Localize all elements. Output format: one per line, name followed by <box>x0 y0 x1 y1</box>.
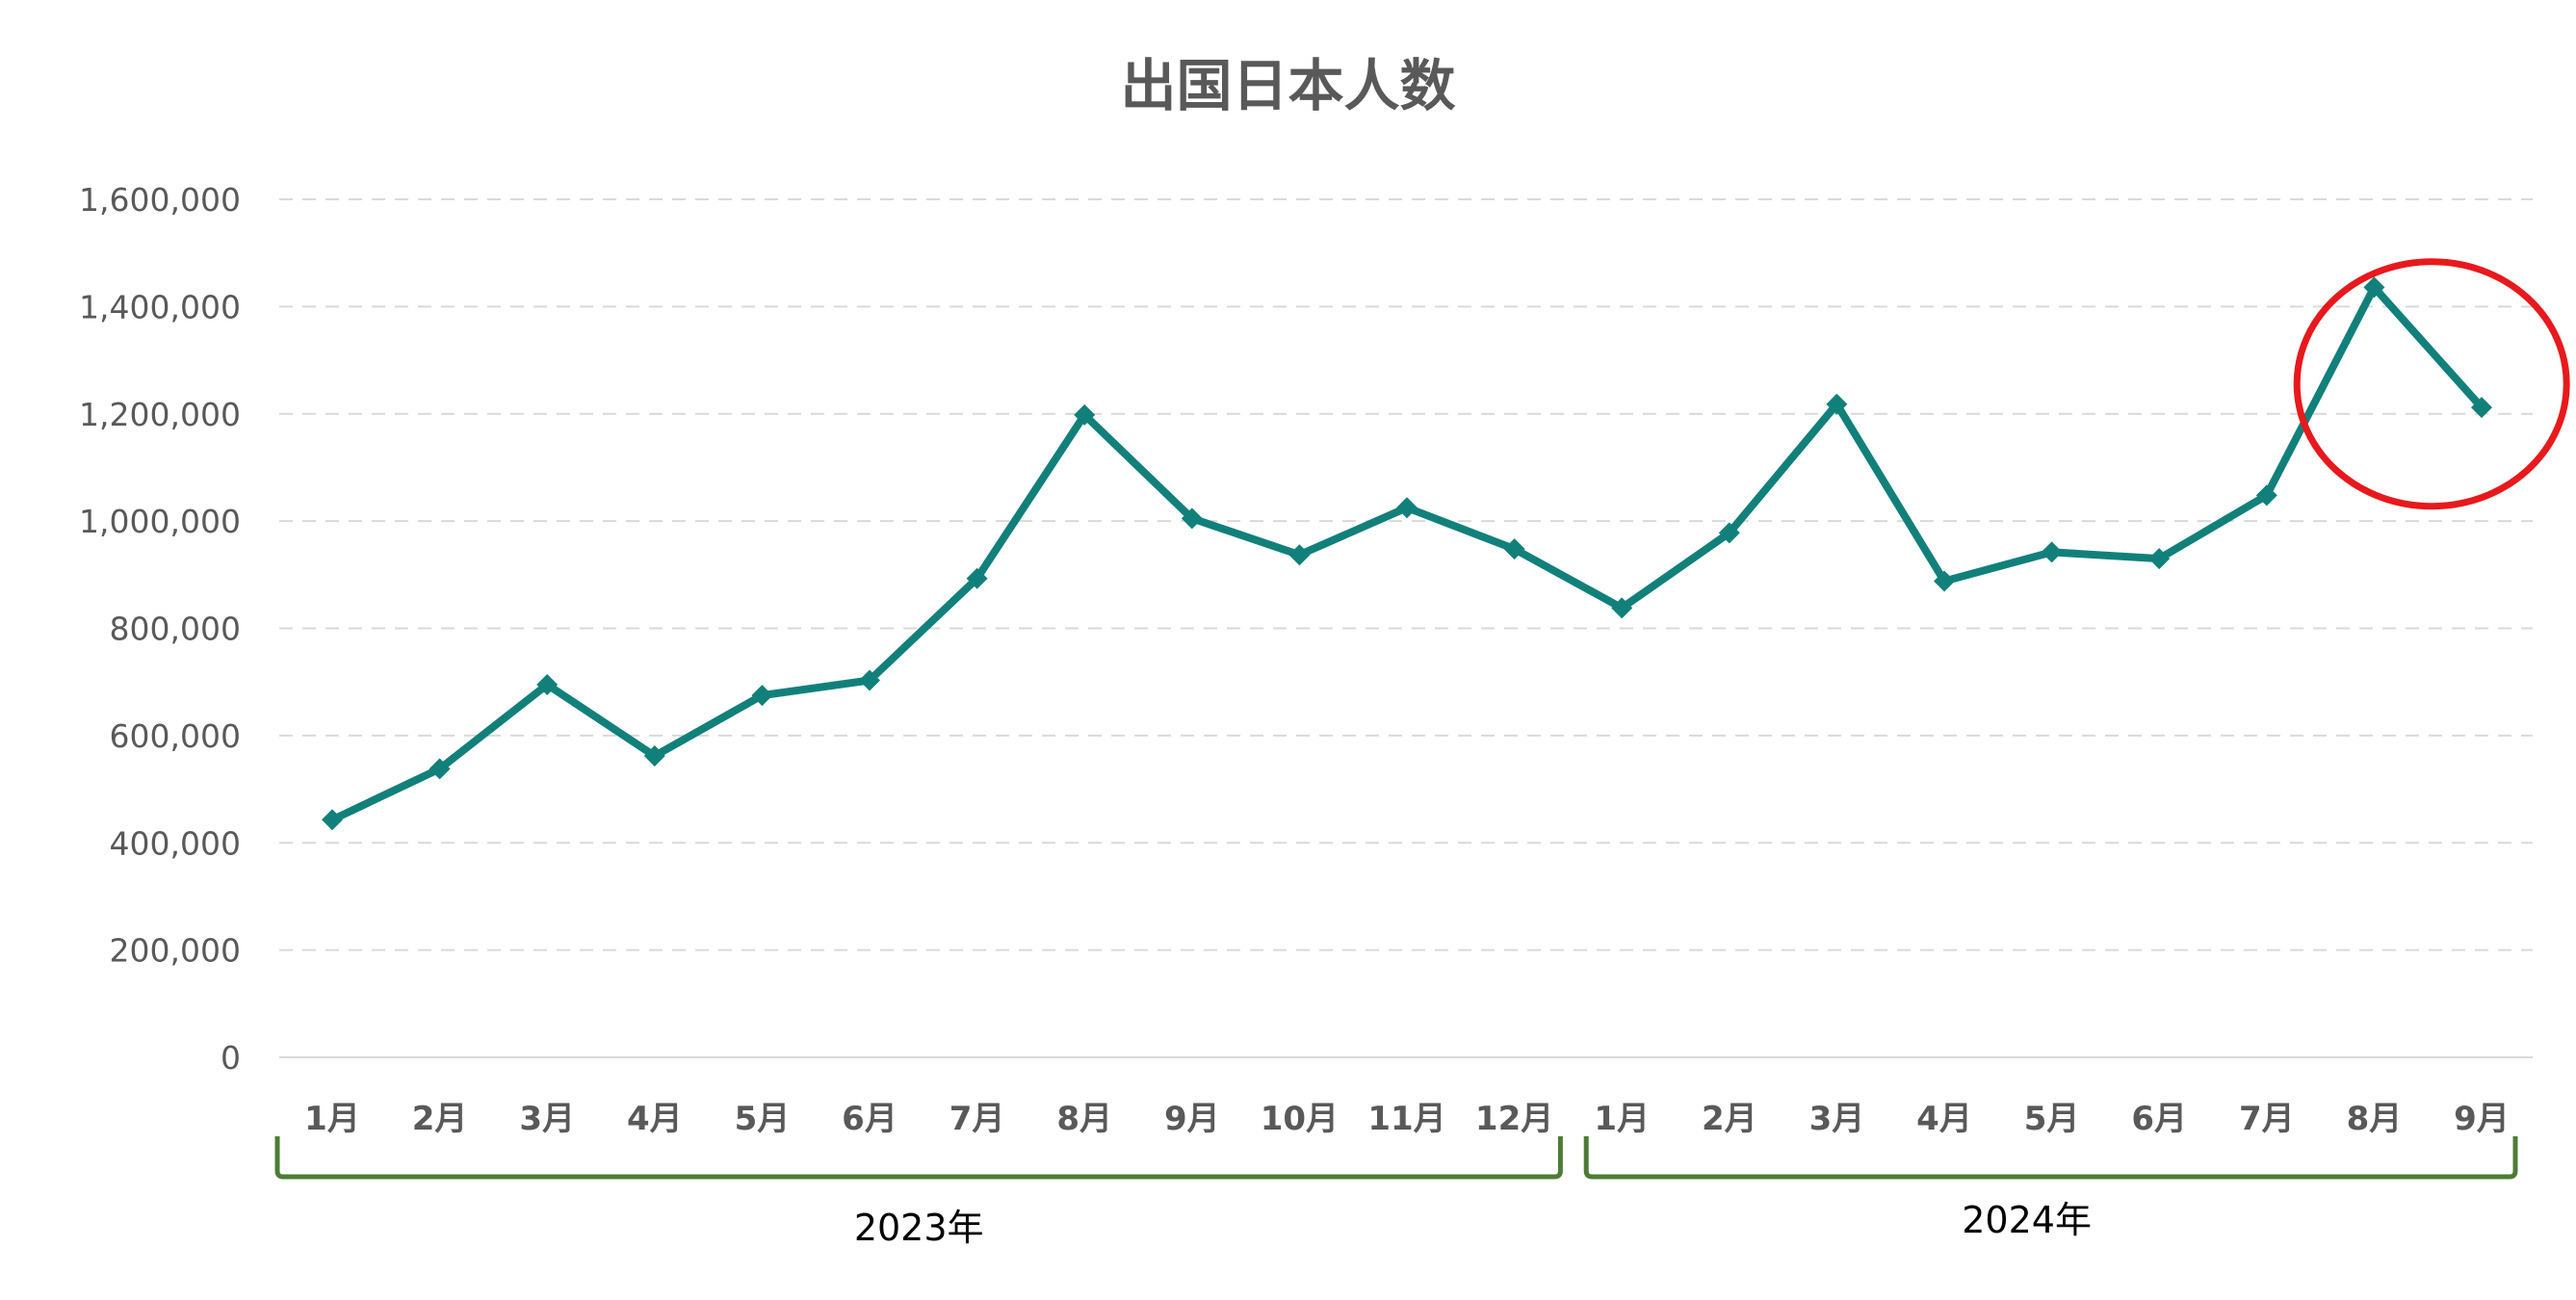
data-point-marker <box>2363 276 2385 299</box>
data-point-marker <box>643 745 665 767</box>
data-point-marker <box>429 758 451 780</box>
x-tick-label: 1月 <box>1594 1100 1650 1138</box>
data-point-marker <box>1181 507 1203 530</box>
y-tick-label: 1,400,000 <box>79 288 241 325</box>
y-tick-label: 600,000 <box>110 717 241 755</box>
year-label: 2024年 <box>1962 1199 2092 1241</box>
data-point-marker <box>2255 484 2277 507</box>
data-point-marker <box>2041 541 2063 563</box>
x-tick-label: 11月 <box>1367 1100 1445 1138</box>
x-tick-label: 9月 <box>1164 1100 1220 1138</box>
x-tick-label: 7月 <box>2239 1100 2295 1138</box>
data-point-marker <box>322 809 343 831</box>
data-point-marker <box>1611 597 1633 619</box>
x-tick-label: 5月 <box>2024 1100 2080 1138</box>
x-tick-label: 3月 <box>519 1100 575 1138</box>
highlight-circle <box>2293 258 2570 510</box>
x-tick-label: 2月 <box>1702 1100 1757 1138</box>
y-tick-label: 400,000 <box>110 824 241 862</box>
data-point-marker <box>1396 497 1418 519</box>
data-point-marker <box>1826 393 1848 415</box>
x-tick-label: 10月 <box>1261 1100 1339 1138</box>
x-tick-label: 4月 <box>1916 1100 1972 1138</box>
y-tick-label: 0 <box>221 1039 241 1077</box>
y-tick-label: 1,000,000 <box>79 503 241 540</box>
x-tick-label: 7月 <box>950 1100 1005 1138</box>
x-tick-label: 6月 <box>2131 1100 2187 1138</box>
year-bracket <box>1583 1136 2518 1180</box>
data-point-marker <box>966 567 988 589</box>
x-tick-label: 12月 <box>1475 1100 1553 1138</box>
chart-title: 出国日本人数 <box>1120 53 1456 118</box>
year-label: 2023年 <box>854 1207 984 1249</box>
x-tick-label: 2月 <box>412 1100 468 1138</box>
x-tick-label: 8月 <box>1056 1100 1112 1138</box>
year-bracket <box>274 1136 1563 1180</box>
data-point-marker <box>536 673 559 695</box>
data-point-marker <box>1718 522 1740 544</box>
y-tick-label: 1,200,000 <box>79 396 241 433</box>
y-tick-label: 1,600,000 <box>79 181 241 219</box>
data-point-marker <box>1288 544 1311 566</box>
data-point-marker <box>2471 397 2492 419</box>
y-tick-label: 200,000 <box>110 932 241 970</box>
data-point-marker <box>1934 570 1955 592</box>
x-tick-label: 1月 <box>304 1100 360 1138</box>
x-tick-label: 3月 <box>1809 1100 1865 1138</box>
x-tick-label: 4月 <box>627 1100 683 1138</box>
x-tick-label: 6月 <box>842 1100 898 1138</box>
data-point-marker <box>1074 403 1096 426</box>
data-point-marker <box>2148 548 2171 570</box>
data-point-marker <box>1503 538 1525 560</box>
y-tick-label: 800,000 <box>110 611 241 648</box>
data-point-marker <box>859 669 880 691</box>
x-tick-label: 5月 <box>735 1100 791 1138</box>
data-point-marker <box>751 685 773 707</box>
x-tick-label: 9月 <box>2454 1100 2510 1138</box>
x-tick-label: 8月 <box>2347 1100 2403 1138</box>
